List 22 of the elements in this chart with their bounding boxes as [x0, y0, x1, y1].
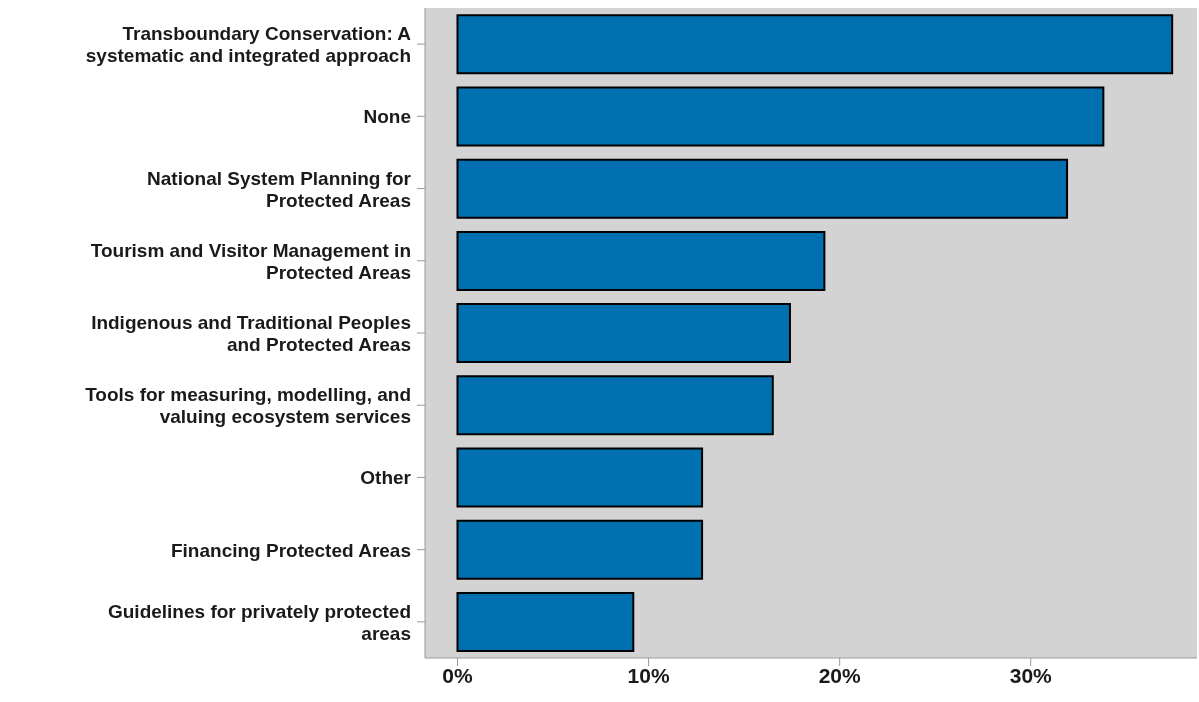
bar [456, 519, 704, 580]
bar [456, 375, 774, 436]
y-tick-label: Tourism and Visitor Management in Protected Areas [90, 239, 411, 283]
bar [456, 230, 826, 291]
y-tick-label: National System Planning for Protected Areas [147, 167, 412, 211]
y-tick-label: None [363, 105, 411, 127]
bar [456, 86, 1105, 147]
bar [456, 158, 1069, 219]
bar [456, 14, 1174, 75]
y-tick-label: Indigenous and Traditional Peoples and Protected Areas [91, 311, 411, 355]
x-tick-label: 0% [442, 663, 473, 687]
y-tick-label: Tools for measuring, modelling, and valuing ecosystem services [85, 383, 411, 427]
y-tick-label: Financing Protected Areas [170, 539, 411, 561]
bar [456, 447, 704, 508]
bar [456, 303, 791, 364]
x-tick-label: 30% [1009, 663, 1053, 687]
y-tick-label: Guidelines for privately protected areas [107, 600, 411, 644]
bar [456, 592, 635, 652]
y-tick-label: Other [360, 466, 412, 488]
y-tick-label: Transboundary Conservation: A systematic and integrated approach [85, 22, 412, 66]
x-tick-label: 10% [627, 663, 670, 687]
x-tick-label: 20% [818, 663, 862, 687]
